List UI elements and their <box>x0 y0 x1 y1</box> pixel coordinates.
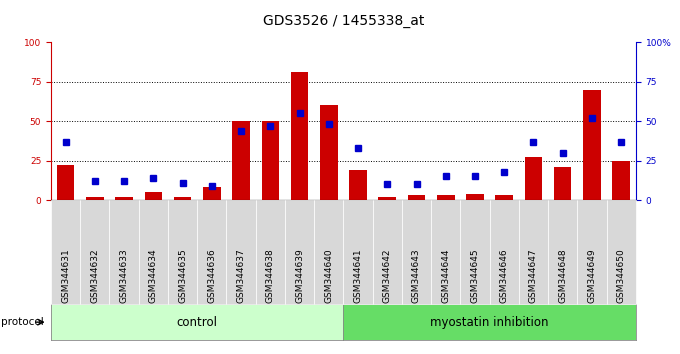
Text: GSM344633: GSM344633 <box>120 248 129 303</box>
Bar <box>583 90 600 200</box>
Text: GDS3526 / 1455338_at: GDS3526 / 1455338_at <box>262 14 424 28</box>
Bar <box>350 170 367 200</box>
Bar <box>408 195 425 200</box>
Text: GSM344636: GSM344636 <box>207 248 216 303</box>
Text: GSM344640: GSM344640 <box>324 248 333 303</box>
Text: GSM344642: GSM344642 <box>383 248 392 303</box>
Bar <box>379 197 396 200</box>
Text: GSM344645: GSM344645 <box>471 248 479 303</box>
Bar <box>554 167 571 200</box>
Bar <box>86 197 103 200</box>
Bar <box>174 197 191 200</box>
Text: GSM344638: GSM344638 <box>266 248 275 303</box>
Text: GSM344637: GSM344637 <box>237 248 245 303</box>
Bar <box>233 121 250 200</box>
Bar <box>262 121 279 200</box>
Text: GSM344649: GSM344649 <box>588 248 596 303</box>
Text: GSM344646: GSM344646 <box>500 248 509 303</box>
Text: GSM344647: GSM344647 <box>529 248 538 303</box>
Text: GSM344635: GSM344635 <box>178 248 187 303</box>
Bar <box>320 105 337 200</box>
Text: control: control <box>177 316 218 329</box>
Bar <box>57 165 74 200</box>
Text: GSM344639: GSM344639 <box>295 248 304 303</box>
Bar <box>203 187 220 200</box>
Text: GSM344631: GSM344631 <box>61 248 70 303</box>
Bar <box>466 194 483 200</box>
Text: protocol: protocol <box>1 317 44 327</box>
Bar <box>437 195 454 200</box>
Bar <box>145 192 162 200</box>
Bar <box>116 197 133 200</box>
Bar <box>525 158 542 200</box>
Text: GSM344641: GSM344641 <box>354 248 362 303</box>
Bar <box>291 73 308 200</box>
Text: GSM344648: GSM344648 <box>558 248 567 303</box>
Text: GSM344643: GSM344643 <box>412 248 421 303</box>
Bar <box>496 195 513 200</box>
Text: myostatin inhibition: myostatin inhibition <box>430 316 549 329</box>
Text: GSM344650: GSM344650 <box>617 248 626 303</box>
Bar <box>613 161 630 200</box>
Text: GSM344644: GSM344644 <box>441 248 450 303</box>
Text: GSM344634: GSM344634 <box>149 248 158 303</box>
Text: GSM344632: GSM344632 <box>90 248 99 303</box>
